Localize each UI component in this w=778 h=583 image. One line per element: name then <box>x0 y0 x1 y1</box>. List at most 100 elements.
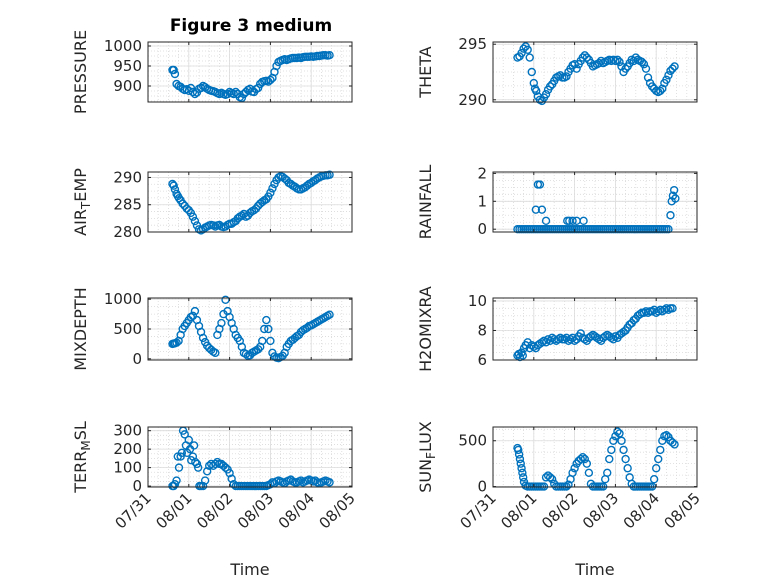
y-axis-label: PRESSURE <box>71 30 90 114</box>
y-tick-label: 1000 <box>104 290 142 308</box>
data-point <box>662 431 671 440</box>
data-point <box>518 473 528 482</box>
x-tick-label: 08/01 <box>152 489 195 532</box>
data-point <box>556 333 565 343</box>
data-point <box>613 55 622 64</box>
data-point <box>174 463 184 472</box>
data-point <box>570 60 579 69</box>
data-point <box>579 216 588 226</box>
data-point <box>213 457 222 467</box>
data-point <box>641 307 651 316</box>
data-point <box>668 438 677 447</box>
data-point <box>253 83 263 93</box>
data-point <box>539 336 549 346</box>
data-point <box>200 476 210 485</box>
y-tick-label: 300 <box>113 422 142 440</box>
data-point <box>178 199 187 208</box>
data-point <box>603 468 612 478</box>
axes-rainfall: 0 1 2 RAINFALL <box>416 164 698 240</box>
data-point <box>517 464 526 473</box>
data-point <box>221 295 230 304</box>
x-axis-label: Time <box>229 560 269 579</box>
data-point <box>623 464 632 473</box>
data-point <box>198 481 208 491</box>
series-airtemp <box>168 170 334 235</box>
data-point <box>562 72 571 81</box>
data-point <box>652 464 661 473</box>
data-point <box>572 64 581 73</box>
series-rainfall <box>513 180 680 234</box>
data-point <box>325 170 334 179</box>
data-point <box>296 476 306 485</box>
data-point <box>662 75 671 84</box>
y-tick-label: 10 <box>468 292 487 310</box>
data-point <box>619 445 628 455</box>
data-point <box>670 440 679 449</box>
data-point <box>639 60 649 69</box>
y-axis-label: MIXDEPTH <box>71 287 90 370</box>
x-tick-label: 08/01 <box>497 489 540 532</box>
figure-title: Figure 3 medium <box>170 16 332 36</box>
data-point <box>556 71 565 80</box>
data-point <box>580 454 589 464</box>
data-point <box>211 348 220 358</box>
y-tick-label: 900 <box>113 77 142 95</box>
y-tick-label: 500 <box>458 432 487 450</box>
x-tick-label: 08/03 <box>579 489 622 532</box>
data-point <box>221 463 230 472</box>
axes-mixdepth: 0 500 1000 MIXDEPTH <box>71 287 353 371</box>
data-point <box>170 69 180 79</box>
y-tick-label: 280 <box>113 223 142 241</box>
data-point <box>647 307 657 316</box>
axes-theta: 290 295 THETA <box>416 35 698 109</box>
x-axis-label: Time <box>574 560 614 579</box>
data-point <box>537 205 547 214</box>
data-point <box>609 436 618 445</box>
data-point <box>190 216 200 226</box>
data-point <box>302 323 312 333</box>
y-tick-label: 1000 <box>104 37 142 55</box>
series-theta <box>513 42 679 106</box>
data-point <box>189 441 199 450</box>
y-tick-label: 1 <box>477 192 487 210</box>
x-tick-label: 08/02 <box>193 489 236 532</box>
data-point <box>664 305 673 315</box>
data-point <box>325 478 334 487</box>
data-point <box>617 62 626 71</box>
data-point <box>617 436 626 445</box>
data-point <box>582 459 592 468</box>
data-point <box>649 475 659 484</box>
data-point <box>172 338 181 347</box>
data-point <box>637 57 647 67</box>
y-axis-label: RAINFALL <box>416 165 435 240</box>
data-point <box>266 188 275 197</box>
y-tick-label: 285 <box>113 196 142 214</box>
data-point <box>184 435 194 445</box>
data-point <box>531 205 541 214</box>
data-point <box>566 335 575 344</box>
axes-box <box>147 426 353 488</box>
y-tick-label: 100 <box>113 459 142 477</box>
axes-box <box>147 171 353 233</box>
data-point <box>643 73 653 82</box>
data-point <box>578 453 587 462</box>
data-point <box>192 459 202 469</box>
data-point <box>545 82 555 91</box>
data-point <box>231 87 240 97</box>
y-tick-label: 500 <box>113 320 142 338</box>
y-tick-label: 0 <box>132 350 142 368</box>
data-point <box>237 211 247 220</box>
data-point <box>656 445 665 455</box>
y-axis-label: TERRMSL <box>71 421 93 494</box>
data-point <box>670 62 679 71</box>
data-point <box>169 65 178 75</box>
data-point <box>541 90 551 99</box>
data-point <box>266 336 275 346</box>
y-tick-label: 950 <box>113 57 142 75</box>
axes-h2omixra: 6 8 10 H2OMIXRA <box>416 286 698 372</box>
series-pressure <box>168 51 334 103</box>
data-point <box>568 468 577 478</box>
y-tick-label: 2 <box>477 164 487 182</box>
axes-box <box>147 41 353 103</box>
x-tick-label: 07/31 <box>112 489 155 532</box>
